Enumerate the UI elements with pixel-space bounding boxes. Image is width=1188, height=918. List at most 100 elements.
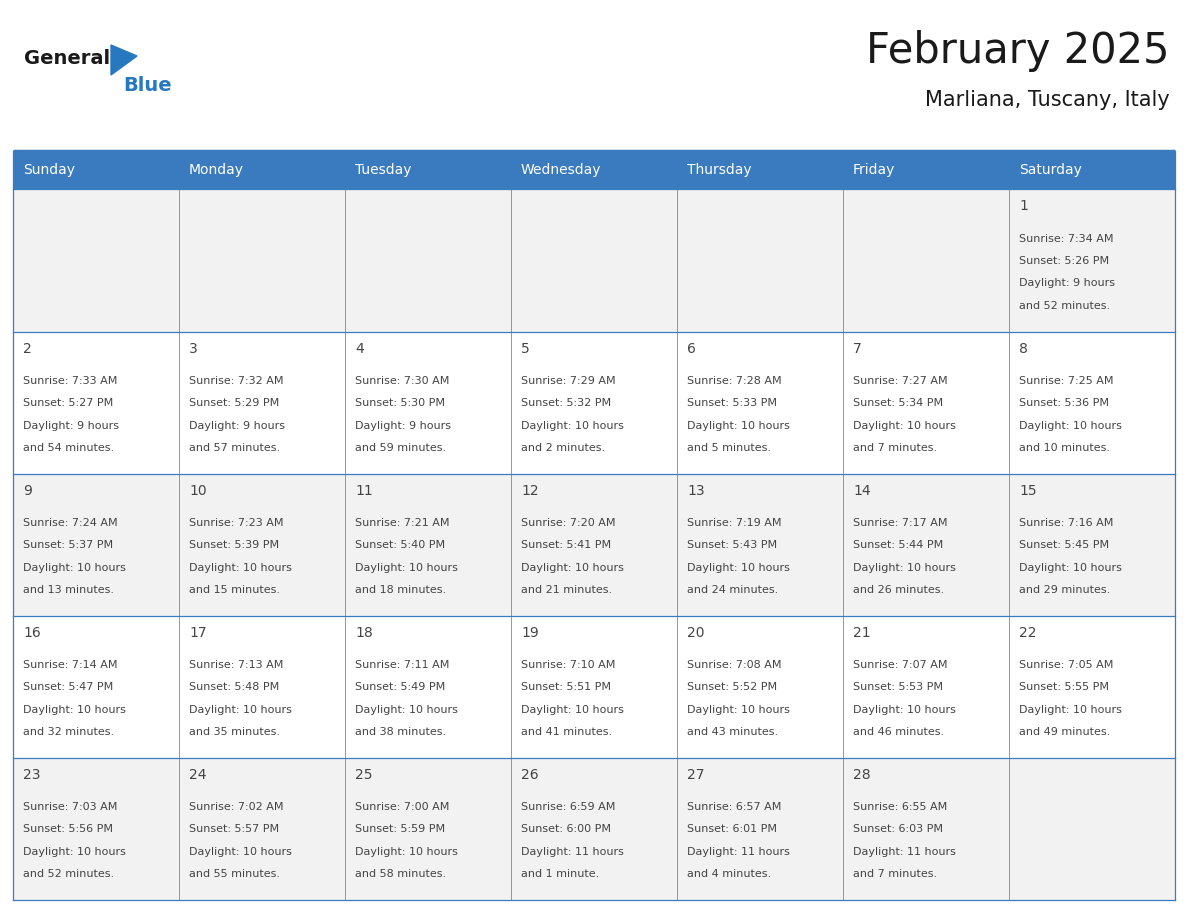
Text: Sunrise: 7:10 AM: Sunrise: 7:10 AM	[522, 660, 615, 670]
Bar	[179, 151, 345, 189]
Text: and 7 minutes.: and 7 minutes.	[853, 443, 937, 453]
Bar	[345, 151, 511, 189]
Text: Daylight: 9 hours: Daylight: 9 hours	[355, 420, 451, 431]
Text: Daylight: 10 hours: Daylight: 10 hours	[853, 563, 956, 573]
Text: Sunset: 5:30 PM: Sunset: 5:30 PM	[355, 398, 446, 409]
Text: and 55 minutes.: and 55 minutes.	[189, 869, 280, 879]
Text: Friday: Friday	[853, 163, 896, 177]
Text: Daylight: 10 hours: Daylight: 10 hours	[853, 705, 956, 715]
Text: 5: 5	[522, 341, 530, 355]
Text: Sunset: 5:41 PM: Sunset: 5:41 PM	[522, 540, 611, 550]
Text: Daylight: 10 hours: Daylight: 10 hours	[522, 563, 624, 573]
Text: Daylight: 11 hours: Daylight: 11 hours	[687, 846, 790, 856]
Text: Tuesday: Tuesday	[355, 163, 411, 177]
Text: Sunrise: 7:14 AM: Sunrise: 7:14 AM	[23, 660, 118, 670]
Text: Sunrise: 7:25 AM: Sunrise: 7:25 AM	[1019, 375, 1113, 386]
Text: Sunrise: 7:20 AM: Sunrise: 7:20 AM	[522, 518, 615, 528]
Text: 9: 9	[23, 484, 32, 498]
Text: Sunset: 5:36 PM: Sunset: 5:36 PM	[1019, 398, 1108, 409]
Text: Sunset: 5:34 PM: Sunset: 5:34 PM	[853, 398, 943, 409]
Text: Sunrise: 6:59 AM: Sunrise: 6:59 AM	[522, 802, 615, 812]
Text: Daylight: 10 hours: Daylight: 10 hours	[522, 705, 624, 715]
Text: and 58 minutes.: and 58 minutes.	[355, 869, 446, 879]
Text: and 49 minutes.: and 49 minutes.	[1019, 727, 1111, 737]
Text: 2: 2	[23, 341, 32, 355]
Text: and 13 minutes.: and 13 minutes.	[23, 585, 114, 595]
Text: Sunrise: 7:21 AM: Sunrise: 7:21 AM	[355, 518, 449, 528]
Text: Daylight: 10 hours: Daylight: 10 hours	[23, 846, 126, 856]
Text: and 43 minutes.: and 43 minutes.	[687, 727, 778, 737]
Bar	[677, 151, 843, 189]
Text: Blue: Blue	[124, 75, 171, 95]
Text: Sunrise: 7:28 AM: Sunrise: 7:28 AM	[687, 375, 782, 386]
Text: 12: 12	[522, 484, 538, 498]
Text: Daylight: 9 hours: Daylight: 9 hours	[189, 420, 285, 431]
Text: and 35 minutes.: and 35 minutes.	[189, 727, 280, 737]
Text: Sunrise: 7:19 AM: Sunrise: 7:19 AM	[687, 518, 782, 528]
Text: Sunset: 5:33 PM: Sunset: 5:33 PM	[687, 398, 777, 409]
Text: Sunset: 5:57 PM: Sunset: 5:57 PM	[189, 824, 279, 834]
Text: Daylight: 10 hours: Daylight: 10 hours	[687, 420, 790, 431]
Text: 24: 24	[189, 767, 207, 782]
Text: Daylight: 10 hours: Daylight: 10 hours	[1019, 563, 1121, 573]
Text: and 52 minutes.: and 52 minutes.	[1019, 301, 1110, 311]
Text: Sunset: 5:52 PM: Sunset: 5:52 PM	[687, 682, 777, 692]
Text: Daylight: 10 hours: Daylight: 10 hours	[687, 563, 790, 573]
Text: Sunset: 5:45 PM: Sunset: 5:45 PM	[1019, 540, 1110, 550]
Bar	[13, 189, 1175, 331]
Text: Sunrise: 6:55 AM: Sunrise: 6:55 AM	[853, 802, 947, 812]
Text: Daylight: 10 hours: Daylight: 10 hours	[189, 846, 292, 856]
Text: Sunset: 5:48 PM: Sunset: 5:48 PM	[189, 682, 279, 692]
Text: Daylight: 10 hours: Daylight: 10 hours	[355, 846, 457, 856]
Text: Sunrise: 7:32 AM: Sunrise: 7:32 AM	[189, 375, 284, 386]
Text: Sunset: 6:03 PM: Sunset: 6:03 PM	[853, 824, 943, 834]
Text: Sunrise: 7:16 AM: Sunrise: 7:16 AM	[1019, 518, 1113, 528]
Text: Daylight: 10 hours: Daylight: 10 hours	[853, 420, 956, 431]
Text: Daylight: 11 hours: Daylight: 11 hours	[853, 846, 956, 856]
Text: and 5 minutes.: and 5 minutes.	[687, 443, 771, 453]
Text: February 2025: February 2025	[866, 30, 1170, 72]
Text: 20: 20	[687, 626, 704, 640]
Text: Daylight: 11 hours: Daylight: 11 hours	[522, 846, 624, 856]
Text: and 10 minutes.: and 10 minutes.	[1019, 443, 1110, 453]
Text: 17: 17	[189, 626, 207, 640]
Text: and 29 minutes.: and 29 minutes.	[1019, 585, 1111, 595]
Text: Sunset: 5:27 PM: Sunset: 5:27 PM	[23, 398, 113, 409]
Text: 28: 28	[853, 767, 871, 782]
Text: 15: 15	[1019, 484, 1037, 498]
Text: Sunset: 5:37 PM: Sunset: 5:37 PM	[23, 540, 113, 550]
Text: Sunset: 5:43 PM: Sunset: 5:43 PM	[687, 540, 777, 550]
Text: Sunset: 5:55 PM: Sunset: 5:55 PM	[1019, 682, 1108, 692]
Text: Sunrise: 7:13 AM: Sunrise: 7:13 AM	[189, 660, 283, 670]
Text: Thursday: Thursday	[687, 163, 752, 177]
Bar	[13, 331, 1175, 474]
Text: Sunset: 5:53 PM: Sunset: 5:53 PM	[853, 682, 943, 692]
Text: Sunrise: 7:07 AM: Sunrise: 7:07 AM	[853, 660, 948, 670]
Bar	[843, 151, 1009, 189]
Text: and 15 minutes.: and 15 minutes.	[189, 585, 280, 595]
Text: Daylight: 10 hours: Daylight: 10 hours	[687, 705, 790, 715]
Text: and 46 minutes.: and 46 minutes.	[853, 727, 944, 737]
Text: 13: 13	[687, 484, 704, 498]
Text: and 7 minutes.: and 7 minutes.	[853, 869, 937, 879]
Text: Daylight: 10 hours: Daylight: 10 hours	[355, 705, 457, 715]
Text: and 38 minutes.: and 38 minutes.	[355, 727, 446, 737]
Text: 25: 25	[355, 767, 373, 782]
Text: Sunset: 5:56 PM: Sunset: 5:56 PM	[23, 824, 113, 834]
Text: 18: 18	[355, 626, 373, 640]
Text: Sunset: 5:32 PM: Sunset: 5:32 PM	[522, 398, 611, 409]
Text: 7: 7	[853, 341, 861, 355]
Text: Daylight: 10 hours: Daylight: 10 hours	[189, 563, 292, 573]
Text: Sunset: 5:29 PM: Sunset: 5:29 PM	[189, 398, 279, 409]
Text: Marliana, Tuscany, Italy: Marliana, Tuscany, Italy	[925, 90, 1170, 110]
Text: Sunrise: 7:27 AM: Sunrise: 7:27 AM	[853, 375, 948, 386]
Text: Sunday: Sunday	[23, 163, 75, 177]
Text: Sunrise: 7:05 AM: Sunrise: 7:05 AM	[1019, 660, 1113, 670]
Text: and 21 minutes.: and 21 minutes.	[522, 585, 612, 595]
Text: Daylight: 10 hours: Daylight: 10 hours	[522, 420, 624, 431]
Bar	[13, 474, 1175, 616]
Text: Wednesday: Wednesday	[522, 163, 601, 177]
Text: Sunrise: 7:00 AM: Sunrise: 7:00 AM	[355, 802, 449, 812]
Text: 1: 1	[1019, 199, 1028, 213]
Text: and 2 minutes.: and 2 minutes.	[522, 443, 605, 453]
